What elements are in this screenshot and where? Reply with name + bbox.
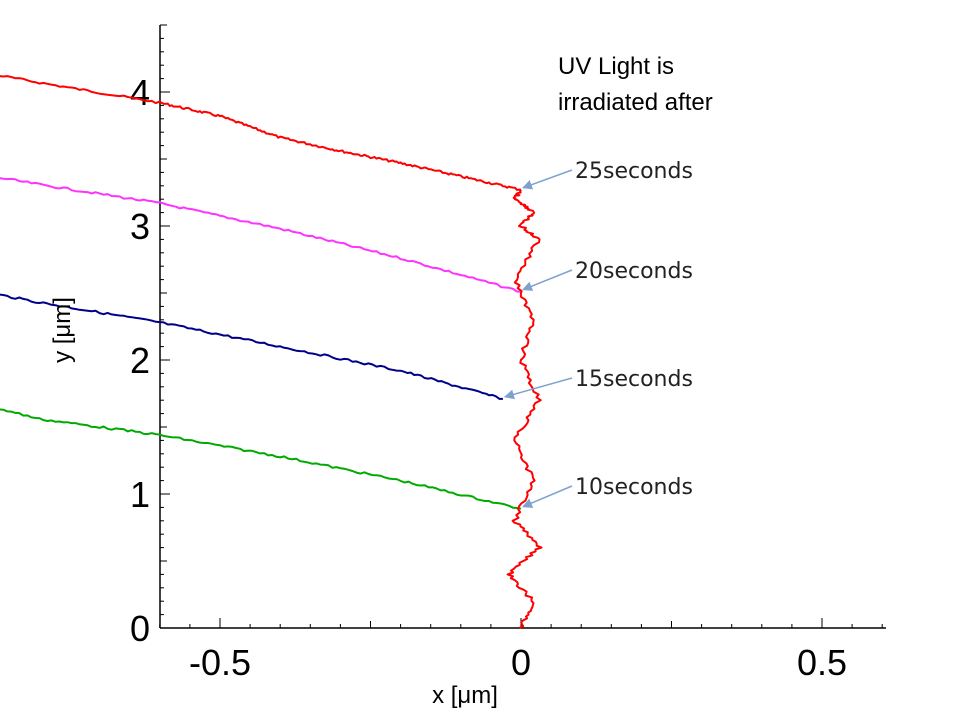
annotation-title: UV Light is irradiated after [558,53,713,116]
annotation-label-15seconds: 15seconds [575,367,693,392]
x-tick-label: -0.5 [189,642,251,683]
annotation-title-line-1: UV Light is [558,53,674,80]
series-line-25seconds [0,75,522,191]
annotation-title-line-2: irradiated after [558,89,713,116]
annotation-label-25seconds: 25seconds [575,159,693,184]
series-group [0,75,543,629]
series-edge-trace [506,189,543,629]
y-tick-label: 2 [130,340,150,381]
x-tick-label: 0.5 [797,642,847,683]
annotation-arrow [522,169,573,190]
annotations-group: 25seconds 20seconds 15seconds 10seconds [503,159,693,508]
annotation-arrow [503,377,573,400]
annotation-arrow [522,485,573,508]
x-axis-label: x [μm] [432,682,498,709]
x-tick-label: 0 [511,642,531,683]
annotation-arrow [522,269,573,291]
series-line-15seconds [0,293,503,400]
series-line-10seconds [0,408,522,510]
y-axis-label: y [μm] [49,297,76,363]
y-tick-label: 3 [130,206,150,247]
axes: -1-0.500.5101234 [130,24,886,683]
annotation-label-10seconds: 10seconds [575,475,693,500]
annotation-label-20seconds: 20seconds [575,259,693,284]
y-tick-label: 4 [130,72,150,113]
y-tick-label: 0 [130,608,150,649]
series-line-20seconds [0,177,522,293]
y-tick-label: 1 [130,474,150,515]
